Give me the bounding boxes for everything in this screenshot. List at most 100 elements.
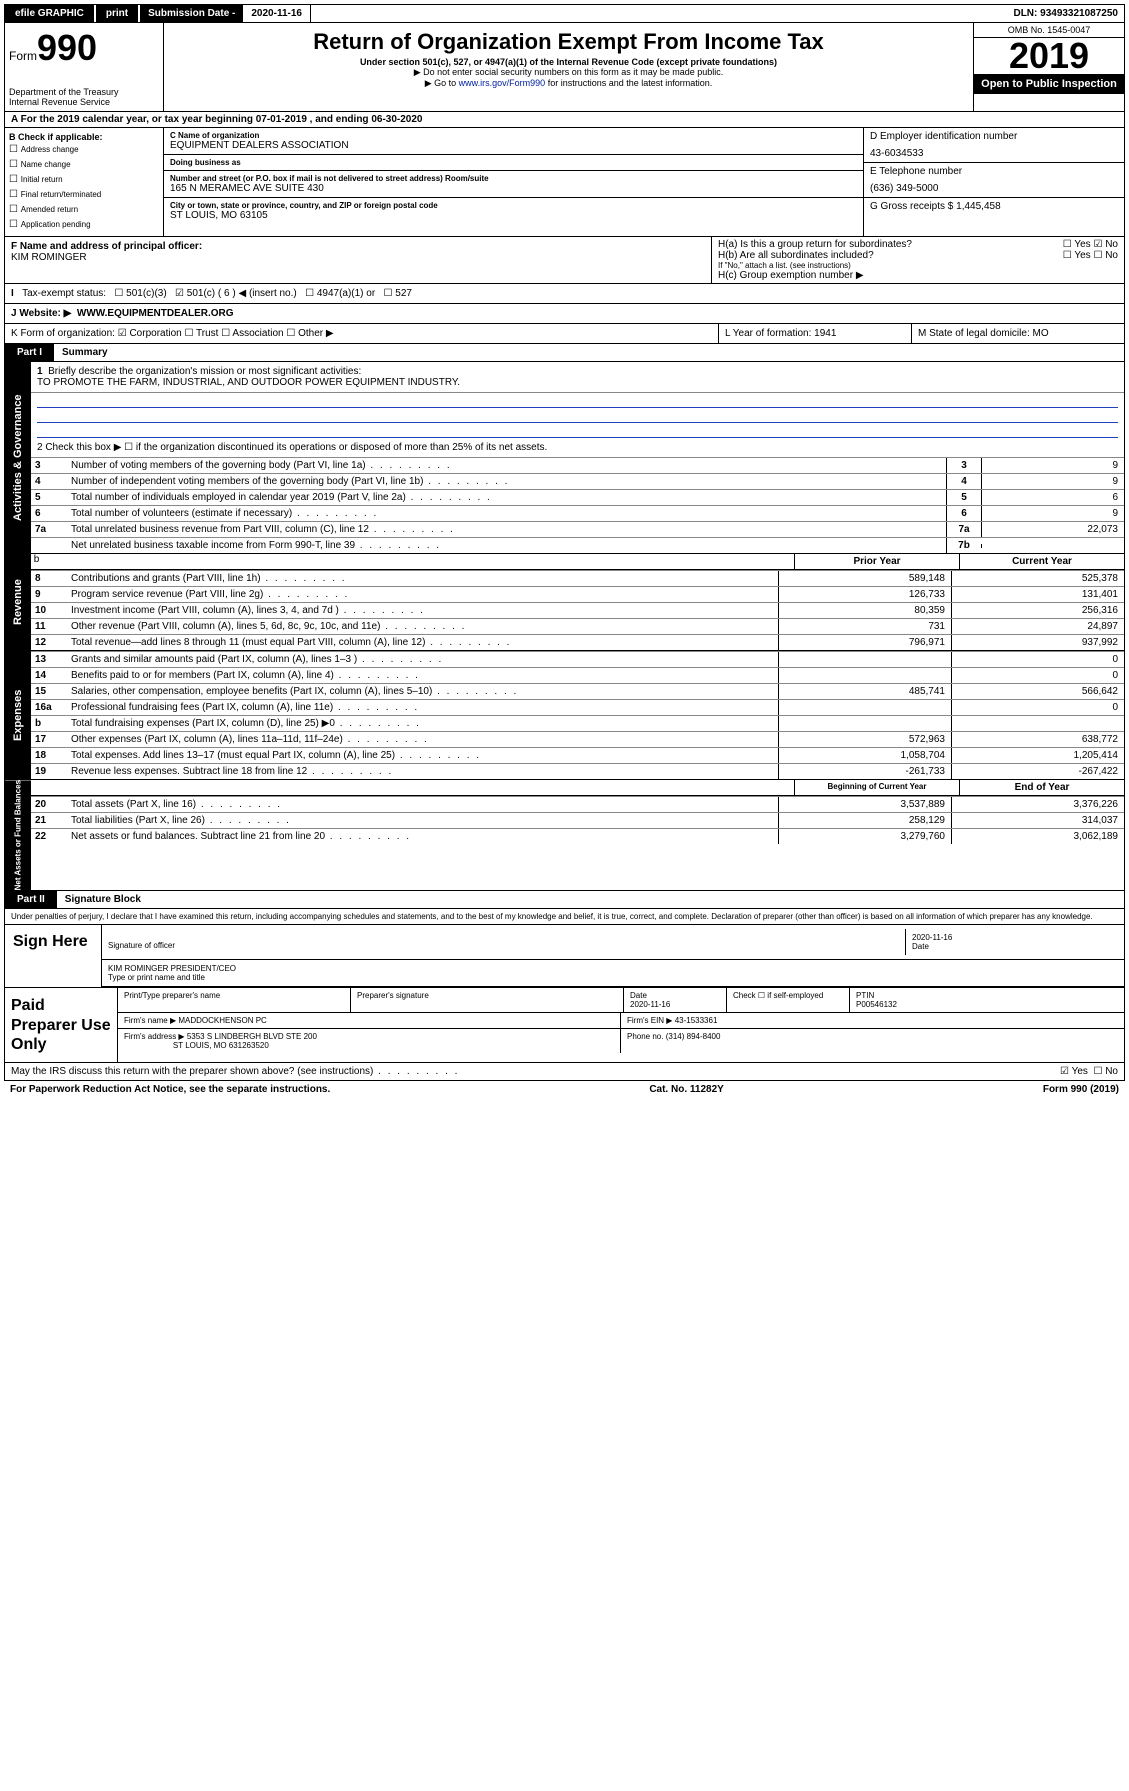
tax-year: 2019 [974, 38, 1124, 74]
firm-name: MADDOCKHENSON PC [178, 1016, 266, 1025]
sig-name: KIM ROMINGER PRESIDENT/CEO [108, 964, 236, 973]
ptin: P00546132 [856, 1000, 897, 1009]
gross-label: G Gross receipts $ [870, 201, 953, 212]
prep-name-label: Print/Type preparer's name [118, 988, 351, 1012]
firm-phone-label: Phone no. [627, 1032, 663, 1041]
discuss-no[interactable]: ☐ No [1093, 1066, 1118, 1077]
tax-501c[interactable]: ☑ 501(c) ( 6 ) ◀ (insert no.) [175, 288, 297, 299]
tax-label: Tax-exempt status: [22, 288, 106, 299]
dln: DLN: 93493321087250 [1007, 5, 1124, 22]
m-state: M State of legal domicile: MO [911, 324, 1124, 343]
revenue-table: Revenue bPrior YearCurrent Year 8Contrib… [4, 554, 1125, 651]
k-form-of-org: K Form of organization: ☑ Corporation ☐ … [5, 324, 718, 343]
paid-label: Paid Preparer Use Only [5, 988, 118, 1062]
tline-b: bTotal fundraising expenses (Part IX, co… [31, 715, 1124, 731]
tax-4947[interactable]: ☐ 4947(a)(1) or [305, 288, 375, 299]
f-label: F Name and address of principal officer: [11, 241, 705, 252]
submission-date-label: Submission Date - [140, 5, 243, 22]
form-note2: ▶ Go to www.irs.gov/Form990 for instruct… [168, 78, 969, 89]
prep-date: 2020-11-16 [630, 1000, 670, 1009]
line-2: 2 Check this box ▶ ☐ if the organization… [31, 438, 1124, 457]
hb-no[interactable]: ☐ No [1093, 250, 1118, 261]
net-assets-table: Net Assets or Fund Balances Beginning of… [4, 780, 1125, 891]
ptin-label: PTIN [856, 991, 874, 1000]
addr: 165 N MERAMEC AVE SUITE 430 [170, 183, 857, 194]
tax-527[interactable]: ☐ 527 [384, 288, 412, 299]
discuss-yes[interactable]: ☑ Yes [1060, 1066, 1088, 1077]
line-7a: 7aTotal unrelated business revenue from … [31, 521, 1124, 537]
col-c: C Name of organizationEQUIPMENT DEALERS … [164, 128, 863, 236]
h-a: H(a) Is this a group return for subordin… [718, 239, 1118, 250]
line-1: 1 Briefly describe the organization's mi… [31, 362, 1124, 393]
l-year-formation: L Year of formation: 1941 [718, 324, 911, 343]
cat-no: Cat. No. 11282Y [330, 1084, 1043, 1095]
form-number: 990 [37, 27, 97, 68]
h-c: H(c) Group exemption number ▶ [718, 270, 1118, 281]
gross: 1,445,458 [956, 201, 1001, 212]
col-b: B Check if applicable: Address change Na… [5, 128, 164, 236]
website-url[interactable]: WWW.EQUIPMENTDEALER.ORG [77, 308, 234, 319]
tax-501c3[interactable]: ☐ 501(c)(3) [114, 288, 166, 299]
print-button[interactable]: print [96, 5, 138, 22]
efile-label: efile GRAPHIC [5, 5, 94, 22]
b-title: B Check if applicable: [9, 132, 159, 142]
tline-17: 17Other expenses (Part IX, column (A), l… [31, 731, 1124, 747]
cb-amended-return[interactable]: Amended return [9, 202, 159, 217]
ha-yes[interactable]: ☐ Yes [1063, 239, 1091, 250]
tline-18: 18Total expenses. Add lines 13–17 (must … [31, 747, 1124, 763]
line-3: 3Number of voting members of the governi… [31, 457, 1124, 473]
discuss-row: May the IRS discuss this return with the… [4, 1063, 1125, 1081]
tline-8: 8Contributions and grants (Part VIII, li… [31, 570, 1124, 586]
cb-application-pending[interactable]: Application pending [9, 217, 159, 232]
form-header: Form990 Department of the TreasuryIntern… [4, 23, 1125, 112]
tline-19: 19Revenue less expenses. Subtract line 1… [31, 763, 1124, 779]
ein-label: D Employer identification number [870, 131, 1118, 142]
form-subtitle: Under section 501(c), 527, or 4947(a)(1)… [168, 57, 969, 67]
side-expenses: Expenses [5, 651, 31, 779]
tline-22: 22Net assets or fund balances. Subtract … [31, 828, 1124, 844]
th-prior-year: Prior Year [794, 554, 959, 569]
firm-addr-label: Firm's address ▶ [124, 1032, 185, 1041]
part-i-num: Part I [5, 344, 54, 361]
pra-notice: For Paperwork Reduction Act Notice, see … [10, 1084, 330, 1095]
tel-label: E Telephone number [870, 166, 1118, 177]
tline-14: 14Benefits paid to or for members (Part … [31, 667, 1124, 683]
part-i-title: Summary [54, 344, 116, 361]
tline-9: 9Program service revenue (Part VIII, lin… [31, 586, 1124, 602]
side-activities: Activities & Governance [5, 362, 31, 553]
tline-12: 12Total revenue—add lines 8 through 11 (… [31, 634, 1124, 650]
dept-label: Department of the TreasuryInternal Reven… [9, 87, 159, 107]
dba-label: Doing business as [170, 158, 857, 167]
ha-no[interactable]: ☑ No [1093, 239, 1118, 250]
firm-phone: (314) 894-8400 [666, 1032, 721, 1041]
prep-date-label: Date [630, 991, 647, 1000]
form-ref: Form 990 (2019) [1043, 1084, 1119, 1095]
section-b-c-d: B Check if applicable: Address change Na… [4, 128, 1125, 237]
irs-link[interactable]: www.irs.gov/Form990 [459, 78, 546, 88]
self-employed-check[interactable]: Check ☐ if self-employed [727, 988, 850, 1012]
cb-initial-return[interactable]: Initial return [9, 172, 159, 187]
org-name-label: C Name of organization [170, 131, 857, 140]
j-label: J Website: ▶ [11, 308, 71, 319]
tline-15: 15Salaries, other compensation, employee… [31, 683, 1124, 699]
th-current-year: Current Year [959, 554, 1124, 569]
h-b-note: If "No," attach a list. (see instruction… [718, 261, 1118, 270]
tel: (636) 349-5000 [870, 183, 1118, 194]
side-revenue: Revenue [5, 554, 31, 650]
th2-beginning: Beginning of Current Year [794, 780, 959, 795]
tline-21: 21Total liabilities (Part X, line 26)258… [31, 812, 1124, 828]
cb-address-change[interactable]: Address change [9, 142, 159, 157]
side-net-assets: Net Assets or Fund Balances [5, 780, 31, 890]
part-i-activities: Activities & Governance 1 Briefly descri… [4, 362, 1125, 554]
part-ii-title: Signature Block [57, 891, 149, 908]
hb-yes[interactable]: ☐ Yes [1063, 250, 1091, 261]
cb-final-return[interactable]: Final return/terminated [9, 187, 159, 202]
tline-10: 10Investment income (Part VIII, column (… [31, 602, 1124, 618]
declaration: Under penalties of perjury, I declare th… [5, 909, 1124, 925]
line-4: 4Number of independent voting members of… [31, 473, 1124, 489]
firm-ein-label: Firm's EIN ▶ [627, 1016, 672, 1025]
expenses-table: Expenses 13Grants and similar amounts pa… [4, 651, 1125, 780]
discuss-text: May the IRS discuss this return with the… [11, 1066, 373, 1077]
cb-name-change[interactable]: Name change [9, 157, 159, 172]
h-b: H(b) Are all subordinates included? ☐ Ye… [718, 250, 1118, 261]
